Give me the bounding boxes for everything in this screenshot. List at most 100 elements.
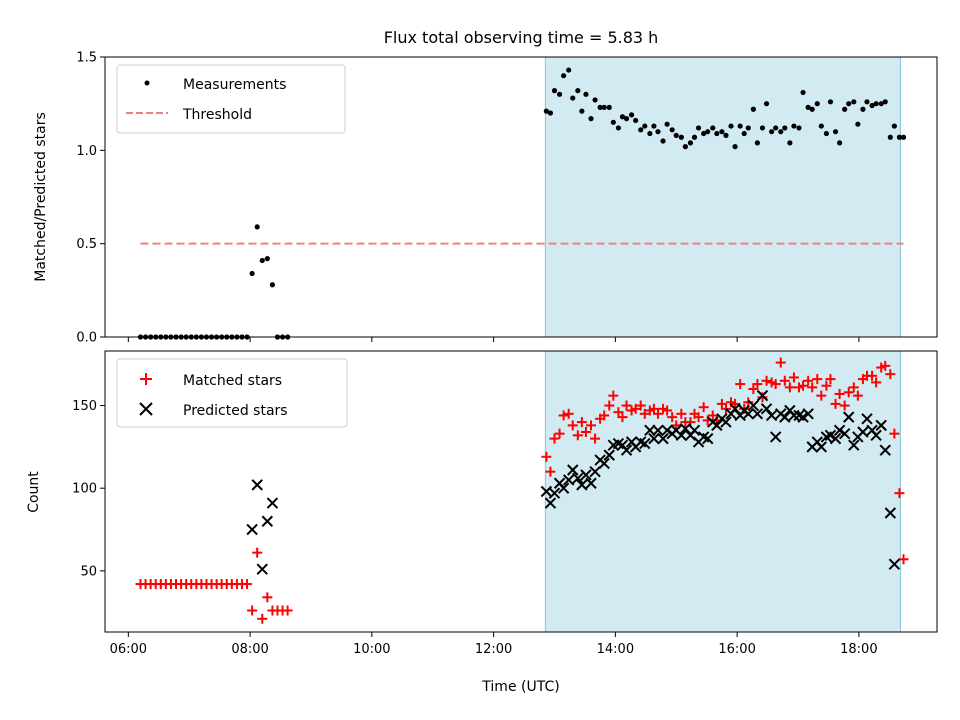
top-series-layer [137,67,907,340]
matched-stars-point [720,403,731,414]
x-tick-label: 18:00 [840,642,877,657]
matched-stars-point [848,382,859,393]
predicted-stars-point [688,424,701,437]
measurements-point [655,129,661,135]
measurements-point [864,99,870,105]
measurements-point [264,256,270,262]
predicted-stars-point [589,465,601,478]
predicted-stars-point [261,515,274,527]
bottom-series-layer [135,357,909,624]
measurements-point [269,282,276,288]
measurements-point [249,270,255,277]
predicted-stars-point [747,399,760,412]
measurements-point [814,101,820,107]
bottom-y-axis-label: Count [26,471,42,513]
measurements-point [800,89,806,96]
measurements-point [660,138,666,144]
legend-label-threshold: Threshold [182,107,252,123]
matched-stars-point [812,374,823,385]
matched-stars-point [698,402,709,413]
bottom-legend-box [116,358,348,428]
measurements-point [873,101,879,107]
measurements-point [823,130,830,137]
matched-stars-point [816,390,827,401]
matched-stars-point [242,579,253,590]
matched-stars-point [667,412,678,423]
measurements-point [832,129,839,135]
predicted-stars-point [266,497,279,509]
predicted-stars-point [797,411,809,423]
measurements-point [691,134,698,140]
measurements-point [575,88,581,94]
matched-stars-point [252,547,263,558]
matched-stars-point [567,420,578,431]
measurements-point [701,130,707,137]
matched-stars-point [807,382,818,393]
matched-stars-point [554,428,565,439]
matched-stars-point [558,410,569,421]
predicted-stars-point [788,409,800,422]
matched-stars-point [630,403,641,414]
predicted-stars-point [557,482,570,494]
predicted-stars-point [765,409,778,422]
matched-stars-point [590,433,601,444]
predicted-stars-point [870,429,882,442]
matched-stars-point [784,382,795,393]
x-axis-label: Time (UTC) [481,679,559,695]
matched-stars-point [580,426,591,437]
predicted-stars-point [679,422,692,435]
measurements-point [588,116,594,122]
matched-stars-point [898,554,909,565]
matched-stars-point [563,408,574,419]
predicted-stars-point [857,426,869,438]
measurements-point [682,144,688,150]
measurements-point [887,134,893,140]
measurements-point [647,130,653,137]
y-tick-label: 100 [72,482,97,497]
matched-stars-point [262,592,273,603]
measurements-point [805,104,811,110]
measurements-point [566,67,572,73]
measurements-point [615,125,622,131]
matched-stars-point [894,488,905,499]
matched-stars-point [788,372,799,383]
predicted-stars-point [861,413,873,425]
measurements-point [737,123,743,129]
matched-stars-point [761,375,772,386]
measurements-point [855,121,861,127]
x-tick-label: 12:00 [475,642,512,657]
measurements-point [860,106,866,112]
measurements-point [556,91,563,97]
predicted-stars-point [246,523,258,536]
measurements-point [543,108,549,114]
measurements-point [842,106,848,112]
matched-stars-point [639,408,650,419]
measurements-point [791,123,797,129]
matched-stars-point [779,375,790,386]
measurements-point [669,127,675,133]
top-panel: 0.0 0.5 1.0 1.5 Matched/Predicted stars Mea… [33,51,938,346]
matched-stars-point [885,369,896,380]
y-tick-label: 150 [72,399,97,414]
predicted-stars-point [251,479,263,491]
measurements-point [651,123,657,129]
predicted-stars-point [580,469,592,481]
measurements-point [836,140,843,146]
predicted-stars-point [824,429,837,442]
matched-stars-point [871,377,882,388]
predicted-stars-point [661,424,673,437]
measurements-point [754,140,761,146]
bottom-axes-frame [104,350,938,633]
matched-stars-point [843,387,854,398]
bottom-panel: 50 100 150 06:00 08:00 10:00 12:00 14:00 16:00 1… [26,350,938,695]
y-tick-label: 1.5 [76,51,97,66]
matched-stars-point [608,390,619,401]
matched-stars-point [257,613,268,624]
chart-title: Flux total observing time = 5.83 h [384,28,659,47]
matched-stars-point [621,400,632,411]
legend-label-measurements: Measurements [183,77,286,93]
measurements-point [778,129,784,135]
y-tick-label: 1.0 [76,144,97,159]
measurements-point [583,91,589,97]
measurements-point [678,134,684,140]
